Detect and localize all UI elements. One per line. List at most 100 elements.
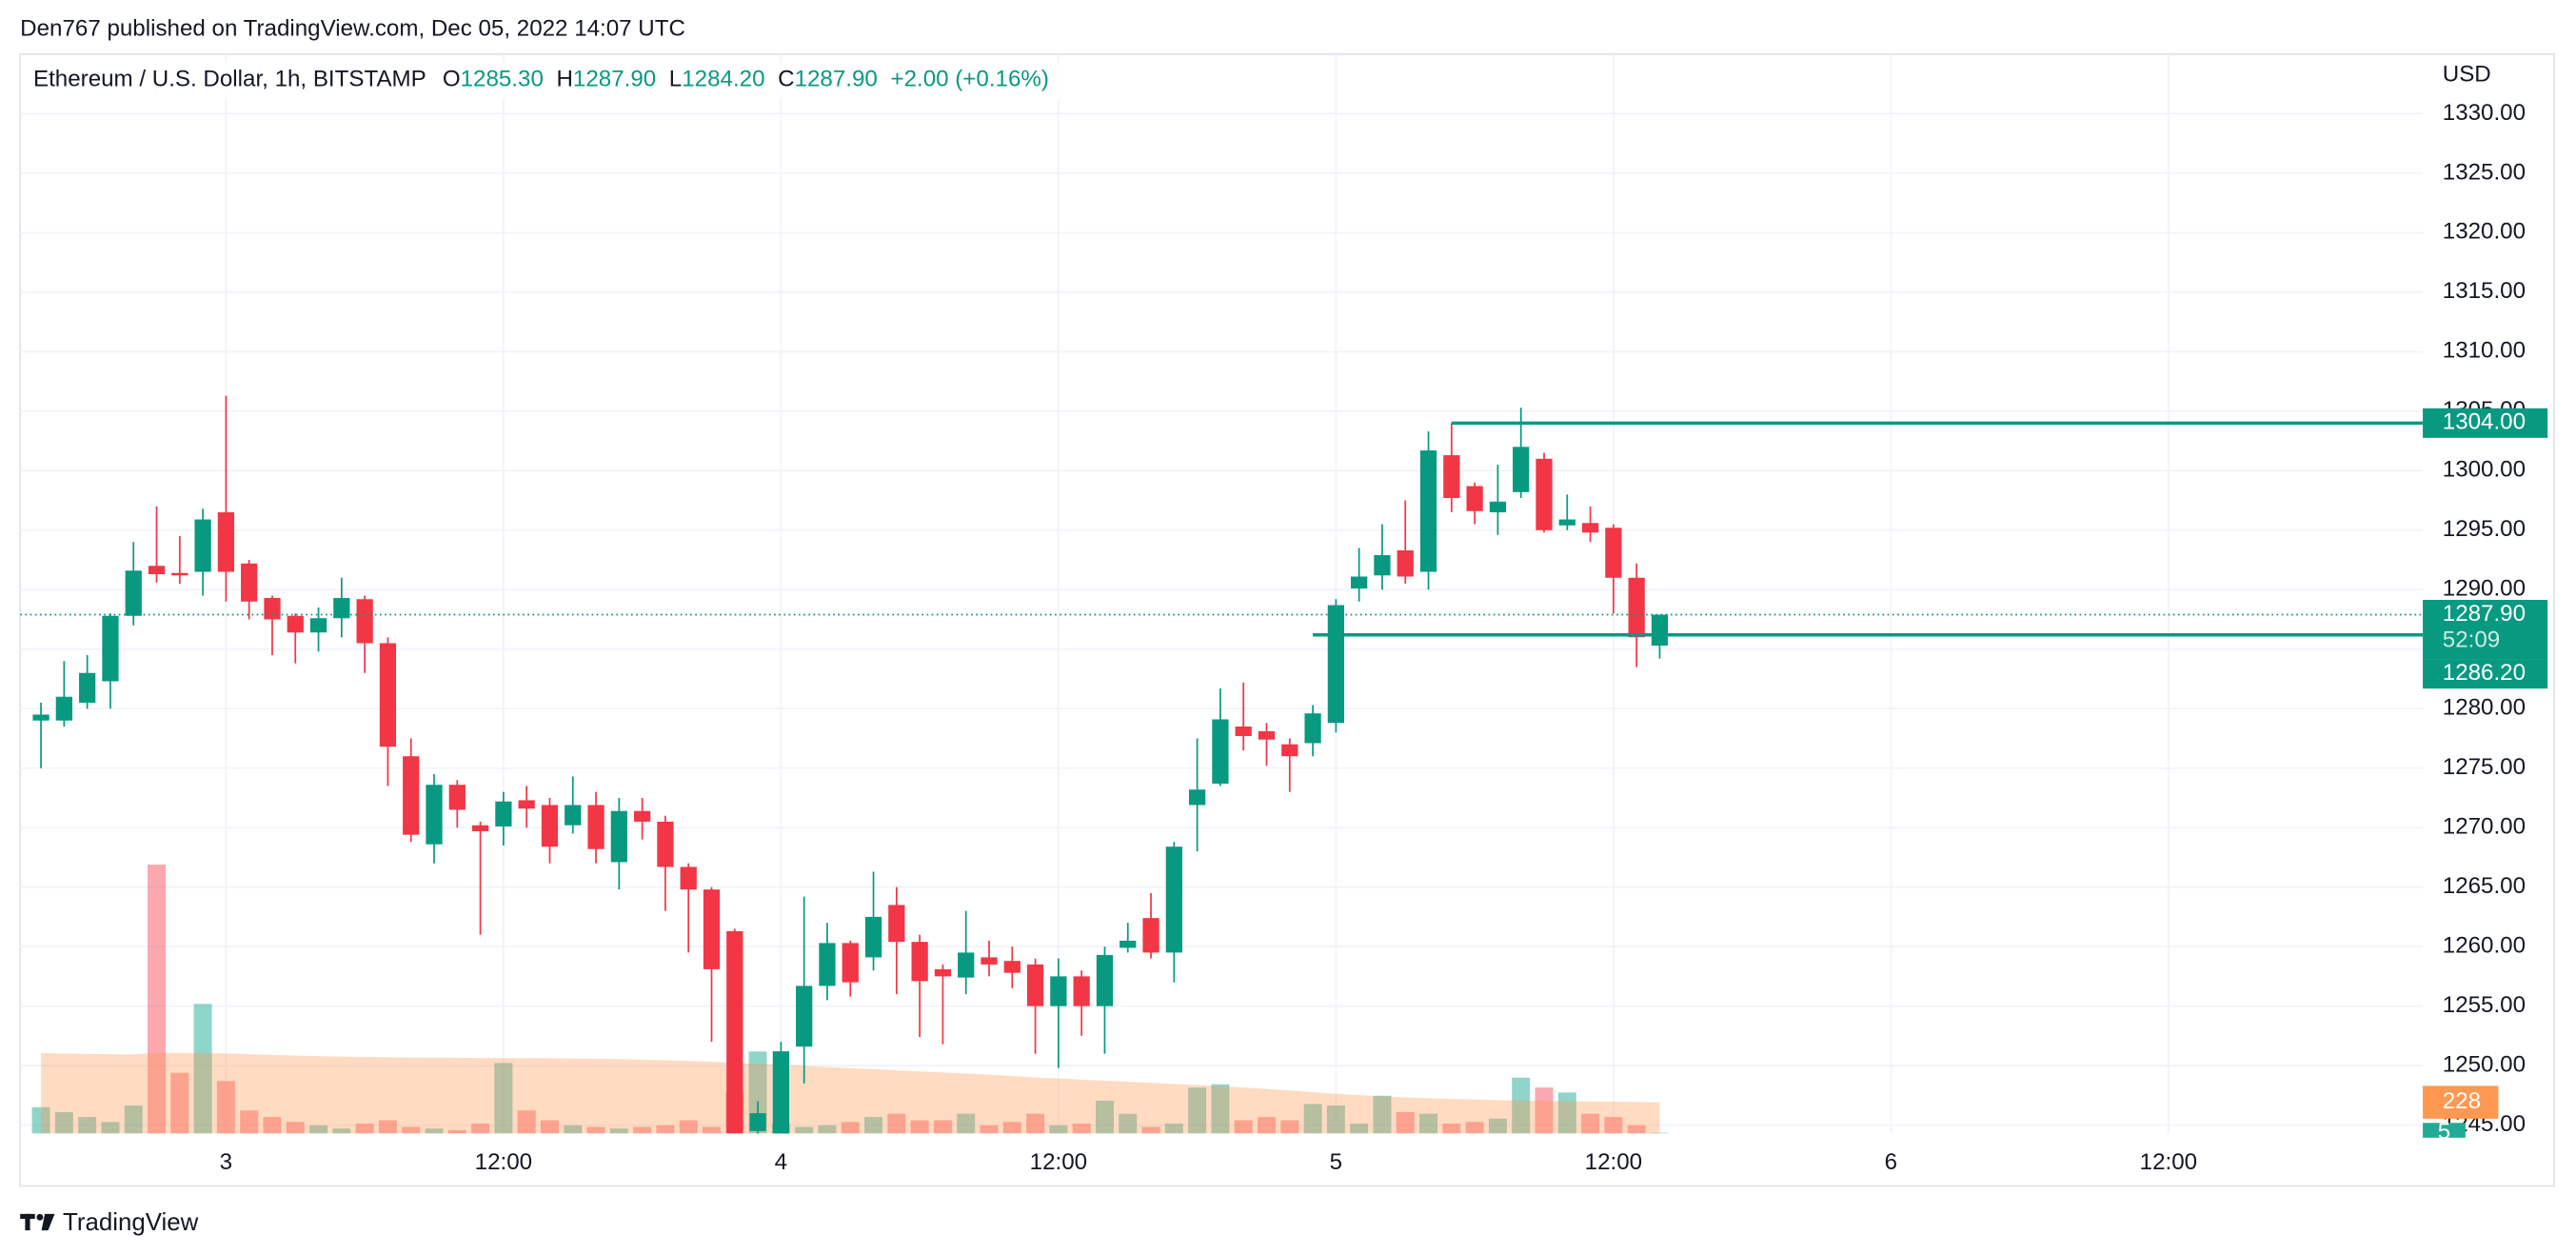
candle-body — [842, 943, 859, 983]
x-tick-label: 12:00 — [475, 1149, 532, 1175]
volume-bar — [795, 1126, 814, 1134]
candle-body — [1050, 976, 1067, 1006]
y-tick-label: 1275.00 — [2443, 754, 2526, 780]
x-tick-label: 5 — [1330, 1149, 1342, 1175]
candle-body — [1212, 719, 1229, 784]
legend-value: 1285.30 — [461, 67, 544, 92]
volume-bar — [494, 1063, 513, 1134]
y-tick-label: 1265.00 — [2443, 873, 2526, 899]
candle-body — [1558, 519, 1575, 526]
candle-body — [79, 672, 96, 703]
candle-body — [680, 867, 697, 890]
candle-body — [1165, 847, 1182, 953]
legend-value: 1287.90 — [573, 67, 656, 92]
volume-bar — [1396, 1111, 1415, 1134]
candle-body — [726, 930, 743, 1134]
volume-bar — [1488, 1118, 1507, 1134]
volume-bar — [910, 1120, 929, 1134]
volume-bar — [1280, 1120, 1299, 1134]
candle-body — [1581, 523, 1599, 533]
volume-bar — [1512, 1077, 1531, 1134]
level-label: 1286.20 — [2443, 660, 2526, 686]
volume-bar — [1419, 1113, 1438, 1134]
y-tick-label: 1280.00 — [2443, 695, 2526, 721]
y-tick-label: 1290.00 — [2443, 576, 2526, 602]
volume-bar — [980, 1125, 999, 1134]
volume-bar — [1581, 1113, 1600, 1134]
candle-body — [749, 1113, 766, 1131]
candle-body — [565, 805, 582, 826]
axes: 1245.001250.001255.001260.001265.001270.… — [220, 100, 2548, 1175]
volume-bar — [957, 1113, 976, 1134]
candle-body — [448, 785, 466, 810]
brand-name: TradingView — [63, 1209, 199, 1236]
volume-bar — [656, 1125, 675, 1134]
volume-bar — [1164, 1124, 1183, 1134]
volume-bar — [1141, 1126, 1160, 1134]
volume-ma-area — [41, 1052, 1660, 1134]
y-tick-label: 1250.00 — [2443, 1051, 2526, 1077]
currency-label: USD — [2443, 62, 2491, 88]
x-tick-label: 12:00 — [1585, 1149, 1642, 1175]
volume-bar — [101, 1122, 120, 1134]
y-tick-label: 1320.00 — [2443, 219, 2526, 245]
candle-body — [1304, 713, 1321, 744]
candle-body — [958, 952, 975, 978]
legend-key: O — [443, 67, 461, 92]
volume-bar — [1095, 1100, 1114, 1134]
volume-bar — [216, 1081, 235, 1134]
candle-body — [819, 943, 836, 986]
level-label: 1304.00 — [2443, 409, 2526, 435]
chart-frame — [19, 53, 2555, 1187]
volume-bar — [1002, 1122, 1021, 1134]
volume-bar — [1188, 1087, 1207, 1134]
y-tick-label: 1300.00 — [2443, 457, 2526, 483]
volume-bar — [1557, 1092, 1576, 1134]
candle-body — [1628, 577, 1645, 638]
published-note: Den767 published on TradingView.com, Dec… — [20, 15, 685, 41]
candle-body — [264, 598, 281, 620]
volume-bar — [447, 1129, 466, 1134]
candle-body — [356, 599, 373, 644]
candle-body — [587, 805, 604, 849]
volume-bar — [54, 1111, 73, 1134]
candle-body — [171, 572, 188, 576]
volume-bar — [471, 1124, 490, 1134]
legend: Ethereum / U.S. Dollar, 1h, BITSTAMP O12… — [33, 67, 1049, 92]
volume-bar — [286, 1122, 305, 1134]
volume-bar — [586, 1126, 605, 1134]
candle-body — [287, 615, 304, 633]
candle-body — [772, 1051, 790, 1134]
volume-bar — [1442, 1124, 1461, 1134]
volume-bar — [1465, 1122, 1484, 1134]
candle-body — [1443, 455, 1460, 499]
volume-bar — [170, 1072, 189, 1134]
symbol-title: Ethereum / U.S. Dollar, 1h, BITSTAMP — [33, 67, 426, 92]
volume-bar — [1026, 1113, 1045, 1134]
volume-bar — [402, 1126, 421, 1134]
volume-box — [2423, 1123, 2466, 1138]
candle-body — [1351, 576, 1368, 589]
candle-body — [1513, 447, 1530, 492]
candle-body — [1419, 450, 1437, 572]
volume-bar — [1211, 1084, 1230, 1134]
candle-body — [1189, 789, 1206, 806]
y-tick-label: 1260.00 — [2443, 933, 2526, 959]
candle-body — [703, 889, 721, 969]
volume-bar — [332, 1128, 351, 1134]
last-price-box — [2423, 599, 2548, 660]
candle-body — [864, 916, 882, 958]
candle-body — [125, 570, 142, 616]
y-tick-label: 1325.00 — [2443, 159, 2526, 185]
volume-bar — [78, 1117, 97, 1134]
volume-bar — [818, 1125, 837, 1134]
candle-body — [1096, 954, 1114, 1006]
candle-body — [55, 696, 72, 721]
candle-body — [657, 821, 674, 867]
volume-ma-box — [2423, 1086, 2499, 1119]
candle-body — [471, 825, 489, 831]
y-tick-label: 1310.00 — [2443, 338, 2526, 364]
volume-bar — [148, 864, 167, 1134]
volume-bar — [540, 1120, 559, 1134]
volume-bar — [1604, 1117, 1623, 1134]
